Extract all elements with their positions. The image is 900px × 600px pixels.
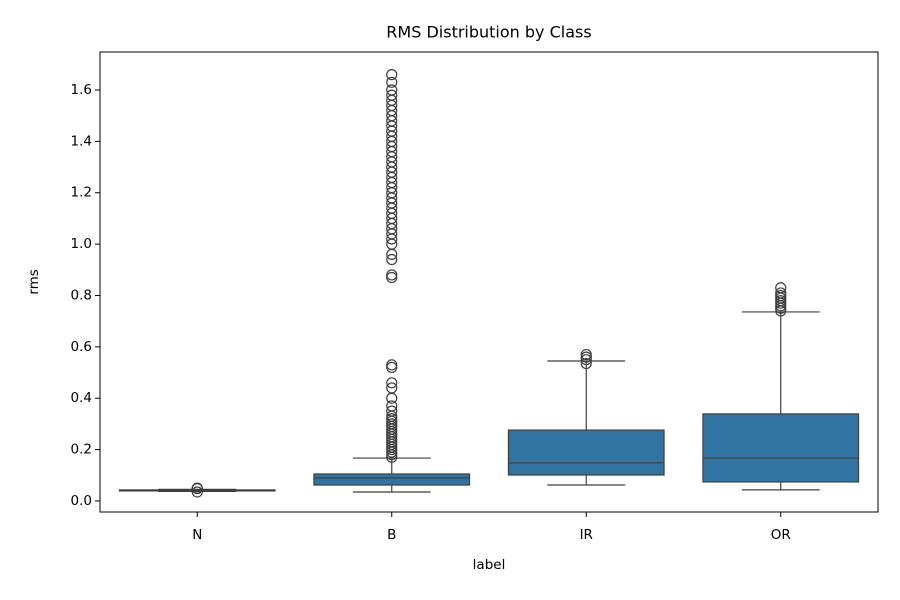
y-tick-label: 0.6 [71,339,92,355]
outlier [386,84,398,96]
outlier [386,89,398,101]
outlier [386,269,398,281]
y-axis-label: rms [26,269,42,295]
outlier [775,282,787,294]
box [702,413,860,483]
y-tick-label: 0.8 [71,287,92,303]
outlier [775,295,787,307]
outlier [386,413,398,425]
box [313,473,471,486]
outlier [580,354,592,366]
outlier [191,486,203,498]
y-tick-label: 0.0 [71,493,92,509]
outlier [386,253,398,266]
y-tick-label: 1.4 [71,133,92,149]
outlier [580,348,592,361]
outlier [386,392,398,404]
x-axis-label: label [473,557,506,573]
outlier [386,69,398,81]
outlier [386,76,398,88]
chart-title: RMS Distribution by Class [386,23,591,42]
x-tick-label: B [387,527,396,543]
outlier [386,361,398,373]
outlier [386,405,398,417]
outlier [386,382,398,394]
plot-frame [99,51,879,513]
outlier [386,418,398,430]
y-tick-label: 1.6 [71,82,92,98]
y-tick-label: 1.2 [71,185,92,201]
outlier [775,287,787,299]
y-tick-label: 0.2 [71,442,92,458]
x-tick-label: N [192,527,202,543]
outlier [191,482,203,494]
outlier [386,377,398,389]
outlier [386,359,398,371]
outlier [580,351,592,363]
outlier [386,400,398,412]
y-tick-label: 1.0 [71,236,92,252]
y-tick-label: 0.4 [71,390,92,406]
box [507,429,665,476]
outlier [386,271,398,284]
x-tick-label: IR [580,527,593,543]
x-tick-label: OR [771,527,791,543]
outlier [580,357,592,370]
outlier [775,289,787,302]
